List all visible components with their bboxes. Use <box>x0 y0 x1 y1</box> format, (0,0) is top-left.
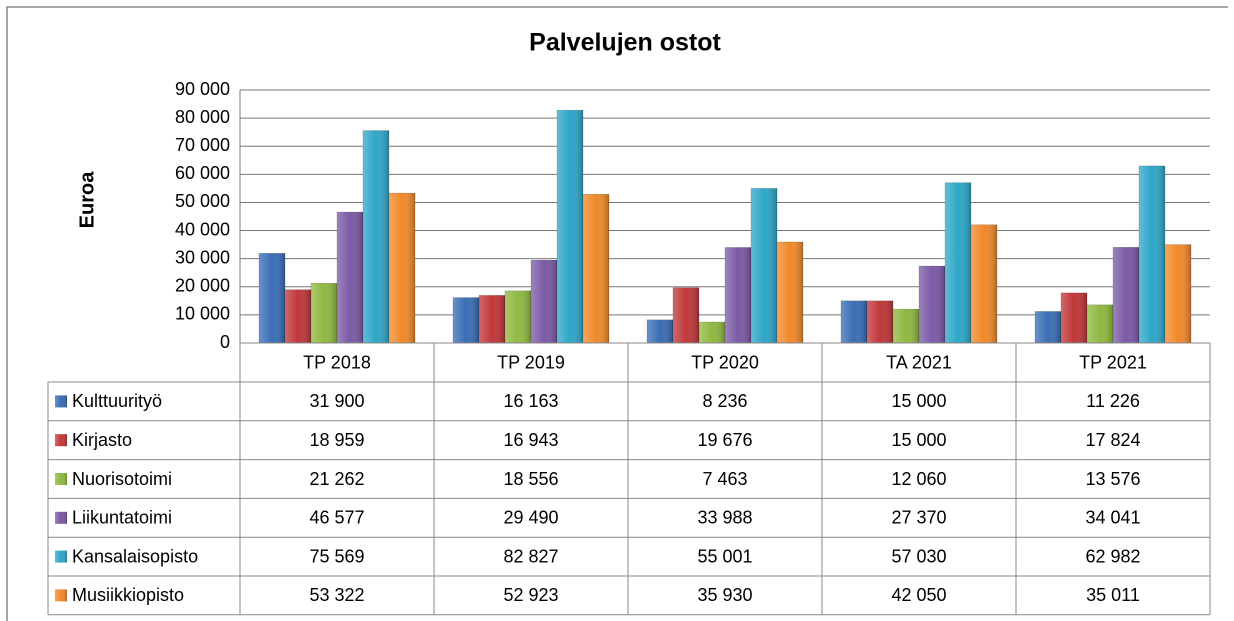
legend-label: Kansalaisopisto <box>72 546 198 566</box>
legend-key-shade <box>55 550 67 563</box>
table-value: 53 322 <box>309 585 364 605</box>
bar-shade <box>479 295 505 343</box>
bar-shade <box>1035 311 1061 343</box>
table-value: 57 030 <box>891 546 946 566</box>
legend-label: Kirjasto <box>72 430 132 450</box>
table-value: 46 577 <box>309 508 364 528</box>
bar-shade <box>1061 292 1087 343</box>
table-value: 34 041 <box>1085 508 1140 528</box>
bar-shade <box>673 287 699 343</box>
bar-shade <box>751 188 777 343</box>
table-value: 35 011 <box>1086 585 1140 605</box>
bar-shade <box>893 309 919 343</box>
table-value: 52 923 <box>503 585 558 605</box>
bar-shade <box>919 266 945 343</box>
table-value: 55 001 <box>697 546 752 566</box>
bar-shade <box>1087 304 1113 343</box>
y-tick-label: 90 000 <box>175 79 230 99</box>
legend-key-shade <box>55 395 67 408</box>
y-tick-label: 10 000 <box>175 304 230 324</box>
table-value: 33 988 <box>697 508 752 528</box>
y-tick-label: 20 000 <box>175 276 230 296</box>
legend-key-shade <box>55 511 67 524</box>
x-tick-label: TP 2018 <box>303 352 371 372</box>
x-tick-label: TP 2021 <box>1079 352 1147 372</box>
bar-shade <box>505 290 531 343</box>
bar-shade <box>1165 244 1191 343</box>
bar-shade <box>725 247 751 343</box>
bar-shade <box>699 322 725 343</box>
legend-label: Liikuntatoimi <box>72 508 172 528</box>
legend-key-shade <box>55 434 67 447</box>
bar-shade <box>363 130 389 343</box>
table-value: 35 930 <box>697 585 752 605</box>
chart-title: Palvelujen ostot <box>529 29 721 57</box>
x-tick-label: TP 2019 <box>497 352 565 372</box>
x-tick-label: TP 2020 <box>691 352 759 372</box>
table-value: 29 490 <box>503 508 558 528</box>
table-value: 17 824 <box>1085 430 1140 450</box>
table-value: 18 556 <box>503 469 558 489</box>
y-tick-label: 50 000 <box>175 191 230 211</box>
bar-shade <box>647 319 673 343</box>
y-tick-label: 60 000 <box>175 163 230 183</box>
y-tick-label: 30 000 <box>175 247 230 267</box>
legend-label: Kulttuurityö <box>72 391 162 411</box>
table-value: 42 050 <box>891 585 946 605</box>
x-tick-label: TA 2021 <box>886 352 952 372</box>
table-value: 16 943 <box>503 430 558 450</box>
y-tick-label: 70 000 <box>175 135 230 155</box>
bar-shade <box>971 224 997 343</box>
table-value: 8 236 <box>702 391 747 411</box>
table-value: 31 900 <box>309 391 364 411</box>
table-value: 21 262 <box>309 469 364 489</box>
bar-shade <box>311 283 337 343</box>
bar-shade <box>841 300 867 343</box>
legend-label: Nuorisotoimi <box>72 469 172 489</box>
table-value: 12 060 <box>891 469 946 489</box>
chart-border <box>6 6 1228 621</box>
bar-shade <box>1139 165 1165 343</box>
bar-shade <box>867 300 893 343</box>
bar-shade <box>583 194 609 343</box>
bar-shade <box>389 193 415 343</box>
bar-shade <box>453 297 479 343</box>
y-tick-label: 40 000 <box>175 219 230 239</box>
table-value: 62 982 <box>1085 546 1140 566</box>
table-value: 13 576 <box>1085 469 1140 489</box>
table-value: 27 370 <box>891 508 946 528</box>
table-value: 19 676 <box>697 430 752 450</box>
table-value: 75 569 <box>309 546 364 566</box>
table-value: 15 000 <box>891 430 946 450</box>
table-value: 15 000 <box>891 391 946 411</box>
bar-shade <box>777 241 803 343</box>
legend-label: Musiikkiopisto <box>72 585 184 605</box>
legend-key-shade <box>55 589 67 602</box>
table-value: 82 827 <box>503 546 558 566</box>
bar-shade <box>285 289 311 343</box>
table-value: 18 959 <box>309 430 364 450</box>
bar-shade <box>1113 247 1139 343</box>
bar-shade <box>531 260 557 343</box>
bar-shade <box>337 212 363 343</box>
bar-shade <box>557 110 583 344</box>
y-tick-label: 0 <box>220 332 230 352</box>
table-value: 7 463 <box>702 469 747 489</box>
table-value: 11 226 <box>1086 391 1140 411</box>
table-value: 16 163 <box>503 391 558 411</box>
y-tick-label: 80 000 <box>175 107 230 127</box>
y-axis-label: Euroa <box>76 171 98 229</box>
bar-shade <box>259 253 285 343</box>
bar-shade <box>945 182 971 343</box>
legend-key-shade <box>55 473 67 485</box>
